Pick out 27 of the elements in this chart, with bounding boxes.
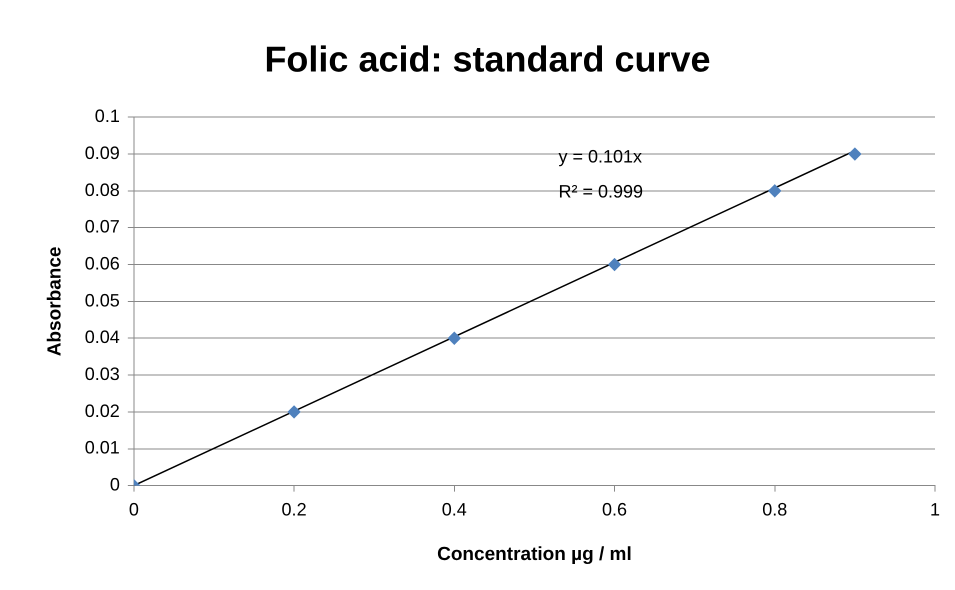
- y-tick-label: 0.02: [84, 400, 120, 421]
- x-tick-label: 0.8: [762, 499, 788, 520]
- y-tick-label: 0.03: [84, 364, 120, 384]
- y-tick-label: 0.1: [94, 106, 120, 126]
- y-tick-label: 0.06: [84, 254, 120, 274]
- point: [448, 332, 461, 345]
- point: [768, 184, 782, 198]
- y-tick-label: 0.04: [84, 327, 120, 348]
- y-tick-label: 0.08: [84, 180, 120, 200]
- point: [848, 148, 862, 161]
- annotation: y = 0.101x: [558, 146, 642, 167]
- y-tick-label: 0.09: [84, 143, 120, 164]
- x-tick-label: 0.6: [602, 499, 628, 520]
- x-tick-label: 0: [128, 499, 139, 520]
- x-tick-label: 1: [930, 499, 940, 520]
- y-tick-label: 0.07: [84, 216, 120, 237]
- y-tick-label: 0: [110, 474, 120, 495]
- x-tick-label: 0.2: [282, 499, 307, 520]
- y-tick-label: 0.05: [84, 290, 120, 310]
- x-axis-title: Concentration µg / ml: [437, 544, 632, 565]
- x-tick-label: 0.4: [442, 499, 467, 520]
- point: [288, 405, 301, 418]
- annotation: R² = 0.999: [558, 182, 644, 202]
- chart-title: Folic acid: standard curve: [264, 38, 711, 80]
- point: [608, 258, 622, 272]
- y-axis-title: Absorbance: [44, 246, 66, 356]
- y-tick-label: 0.01: [84, 438, 120, 458]
